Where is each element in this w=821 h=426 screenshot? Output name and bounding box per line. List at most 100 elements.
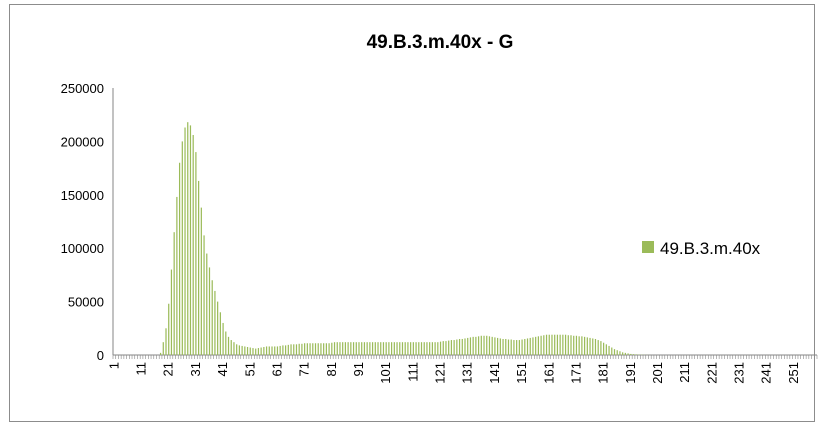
histogram-bar bbox=[429, 342, 431, 355]
histogram-bar bbox=[298, 343, 300, 355]
histogram-bar bbox=[265, 346, 268, 355]
histogram-bar bbox=[290, 344, 292, 355]
histogram-bar bbox=[331, 342, 333, 355]
histogram-bar bbox=[189, 125, 192, 355]
histogram-bar bbox=[390, 342, 393, 355]
histogram-bar bbox=[301, 343, 303, 355]
histogram-bar bbox=[423, 342, 425, 355]
histogram-bar bbox=[363, 342, 366, 355]
histogram-bar bbox=[287, 344, 289, 355]
histogram-bar bbox=[211, 280, 213, 355]
histogram-bar bbox=[369, 342, 371, 355]
histogram-bar bbox=[371, 342, 374, 355]
histogram-bar bbox=[355, 342, 357, 355]
histogram-bar bbox=[358, 342, 360, 355]
y-tick-label: 50000 bbox=[68, 295, 104, 310]
histogram-bar bbox=[323, 343, 325, 355]
histogram-bar bbox=[477, 336, 480, 355]
x-tick-label: 31 bbox=[188, 362, 203, 376]
histogram-bar bbox=[184, 127, 186, 356]
histogram-bar bbox=[624, 352, 626, 355]
histogram-bar bbox=[483, 335, 485, 355]
y-tick-label: 250000 bbox=[61, 81, 104, 96]
histogram-bar bbox=[293, 344, 295, 355]
histogram-bar bbox=[545, 334, 548, 355]
histogram-bar bbox=[540, 335, 542, 355]
histogram-bar bbox=[168, 303, 170, 355]
histogram-bar bbox=[347, 342, 349, 355]
histogram-bar bbox=[222, 322, 224, 355]
histogram-bar bbox=[605, 344, 607, 355]
histogram-bar bbox=[176, 196, 178, 355]
histogram-bar bbox=[456, 339, 458, 355]
histogram-bar bbox=[486, 335, 488, 355]
histogram-bar bbox=[494, 337, 496, 355]
histogram-bar bbox=[548, 334, 550, 355]
histogram-bar bbox=[284, 345, 287, 355]
histogram-bar bbox=[271, 346, 273, 355]
histogram-bar bbox=[366, 342, 368, 355]
histogram-bar bbox=[317, 343, 319, 355]
histogram-bar bbox=[314, 343, 317, 355]
histogram-bar bbox=[467, 337, 469, 355]
histogram-bar bbox=[529, 337, 531, 355]
histogram-bar bbox=[570, 335, 572, 355]
histogram-bar bbox=[586, 337, 588, 355]
histogram-bar bbox=[518, 340, 520, 355]
histogram-bar bbox=[613, 349, 616, 355]
histogram-bar bbox=[450, 340, 453, 355]
histogram-bar bbox=[516, 340, 518, 355]
histogram-bar bbox=[219, 312, 221, 355]
histogram-bar bbox=[497, 337, 499, 355]
x-axis-ticks bbox=[112, 355, 818, 359]
histogram-bar bbox=[187, 122, 189, 356]
histogram-bar bbox=[611, 347, 613, 355]
histogram-bar bbox=[380, 342, 382, 355]
histogram-bar bbox=[589, 337, 591, 355]
histogram-bar bbox=[344, 342, 347, 355]
histogram-bar bbox=[554, 334, 556, 355]
histogram-bar bbox=[426, 342, 428, 355]
x-tick-label: 201 bbox=[650, 362, 665, 384]
histogram-bar bbox=[469, 337, 472, 355]
histogram-bar bbox=[630, 353, 632, 355]
histogram-bar bbox=[404, 342, 406, 355]
histogram-bar bbox=[537, 336, 540, 355]
histogram-bar bbox=[556, 334, 559, 355]
histogram-bar bbox=[192, 134, 194, 355]
histogram-bar bbox=[573, 335, 575, 355]
x-tick-label: 241 bbox=[759, 362, 774, 384]
histogram-bar bbox=[437, 342, 439, 355]
histogram-bar bbox=[575, 335, 578, 355]
histogram-bar bbox=[592, 338, 594, 355]
histogram-bar bbox=[581, 336, 583, 355]
histogram-bar bbox=[246, 346, 249, 355]
y-axis-tick-labels: 250000 200000 150000 100000 50000 0 bbox=[61, 81, 104, 363]
histogram-bar bbox=[505, 338, 507, 355]
histogram-bar bbox=[203, 235, 205, 355]
histogram-bar bbox=[418, 342, 420, 355]
x-tick-label: 71 bbox=[297, 362, 312, 376]
histogram-bar bbox=[236, 344, 238, 355]
x-tick-label: 191 bbox=[623, 362, 638, 384]
histogram-bar bbox=[279, 345, 281, 355]
histogram-bar bbox=[200, 207, 202, 355]
histogram-bar bbox=[173, 232, 175, 355]
x-tick-label: 221 bbox=[704, 362, 719, 384]
histogram-bar bbox=[619, 351, 621, 355]
histogram-bar bbox=[208, 267, 211, 355]
legend: 49.B.3.m.40x bbox=[642, 239, 761, 258]
histogram-bar bbox=[361, 342, 363, 355]
histogram-bar bbox=[249, 347, 251, 355]
y-tick-label: 0 bbox=[97, 348, 104, 363]
x-tick-label: 21 bbox=[161, 362, 176, 376]
x-tick-label: 111 bbox=[405, 362, 420, 382]
histogram-bar bbox=[295, 344, 298, 355]
histogram-bar bbox=[491, 336, 493, 355]
histogram-bar bbox=[415, 342, 417, 355]
x-tick-label: 161 bbox=[541, 362, 556, 384]
histogram-bar bbox=[562, 334, 564, 355]
x-tick-label: 101 bbox=[378, 362, 393, 384]
histogram-bar bbox=[597, 340, 599, 355]
histogram-bar bbox=[472, 336, 474, 355]
